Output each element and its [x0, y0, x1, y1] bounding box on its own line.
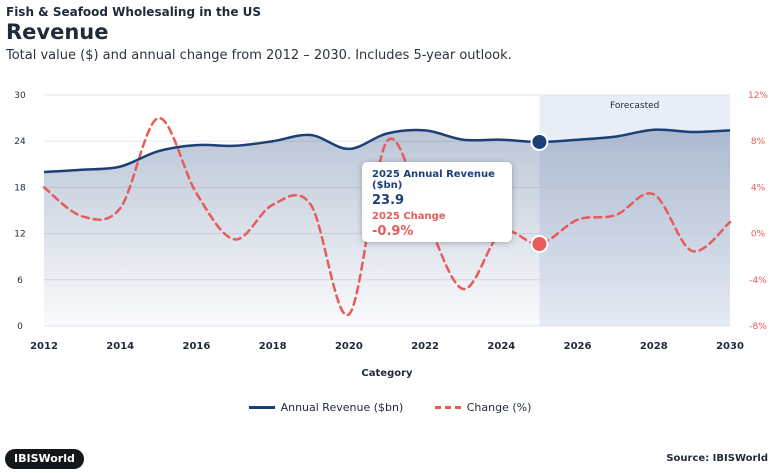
legend-label-change: Change (%): [466, 400, 532, 414]
x-tick-label: 2024: [487, 341, 515, 352]
x-tick-label: 2020: [335, 341, 363, 352]
legend-item-change[interactable]: Change (%): [434, 400, 532, 414]
legend-item-revenue[interactable]: Annual Revenue ($bn): [248, 400, 404, 414]
x-tick-label: 2014: [106, 341, 134, 352]
y-left-tick-label: 30: [14, 91, 26, 101]
chart-subtitle: Total value ($) and annual change from 2…: [6, 48, 512, 63]
y-left-tick-label: 12: [14, 230, 25, 240]
legend-swatch-change: [434, 406, 461, 409]
change-line[interactable]: [42, 116, 732, 317]
x-tick-label: 2026: [564, 341, 592, 352]
y-left-tick-label: 18: [14, 183, 26, 193]
x-tick-label: 2018: [259, 341, 287, 352]
tooltip-change-label: 2025 Change: [372, 211, 446, 222]
legend-label-revenue: Annual Revenue ($bn): [280, 400, 404, 414]
highlight-tooltip: 2025 Annual Revenue ($bn) 23.9 2025 Chan…: [362, 162, 512, 242]
y-right-tick-label: 4%: [751, 183, 766, 193]
y-left-tick-label: 0: [17, 322, 23, 332]
change-point-highlight[interactable]: [530, 234, 549, 253]
revenue-point-highlight[interactable]: [530, 132, 549, 151]
x-tick-label: 2028: [640, 341, 668, 352]
y-left-tick-label: 24: [14, 137, 26, 147]
chart-kicker: Fish & Seafood Wholesaling in the US: [6, 5, 262, 19]
x-tick-label: 2022: [411, 341, 439, 352]
y-right-tick-label: 0%: [751, 230, 766, 240]
tooltip-change-value: -0.9%: [372, 224, 414, 239]
chart-title: Revenue: [6, 20, 109, 44]
x-tick-label: 2030: [716, 341, 744, 352]
tooltip-revenue-label: 2025 Annual Revenue ($bn): [372, 169, 495, 191]
legend-swatch-revenue: [248, 406, 275, 409]
y-right-tick-label: 12%: [748, 91, 768, 101]
y-left-tick-label: 6: [17, 276, 23, 286]
y-right-tick-label: -4%: [749, 276, 767, 286]
x-tick-label: 2012: [30, 341, 58, 352]
forecast-label: Forecasted: [610, 101, 659, 111]
tooltip-revenue-value: 23.9: [372, 193, 405, 208]
x-tick-label: 2016: [183, 341, 211, 352]
source-note: Source: IBISWorld: [666, 453, 768, 464]
revenue-line[interactable]: [43, 128, 731, 174]
x-axis-title: Category: [361, 368, 413, 379]
chart-legend: Annual Revenue ($bn) Change (%): [0, 400, 780, 414]
y-right-tick-label: -8%: [749, 322, 767, 332]
ibisworld-logo: IBISWorld: [5, 449, 84, 469]
y-right-tick-label: 8%: [751, 137, 766, 147]
